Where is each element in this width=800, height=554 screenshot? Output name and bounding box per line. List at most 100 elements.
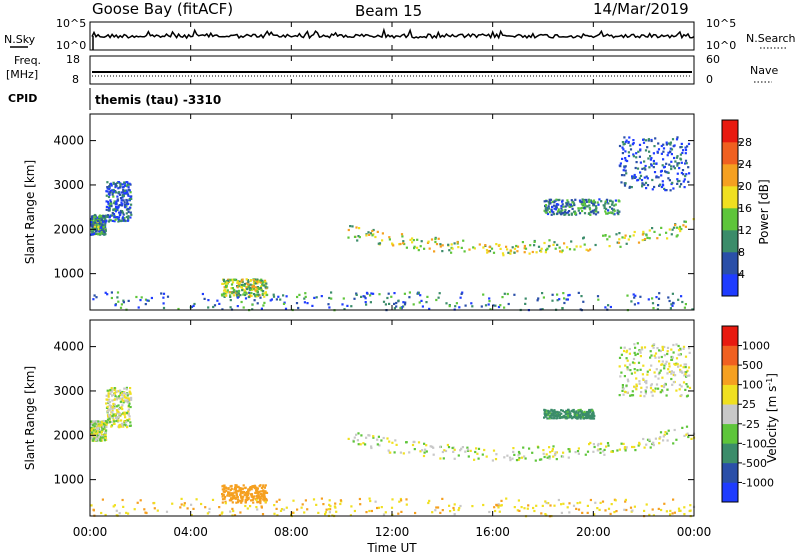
power-cell <box>685 173 688 176</box>
velocity-cell <box>672 442 675 445</box>
power-cell <box>471 305 474 308</box>
velocity-cell <box>225 489 228 492</box>
power-cell <box>277 295 280 298</box>
power-cell <box>395 305 398 308</box>
velocity-cell <box>572 416 575 419</box>
power-cell <box>545 206 548 209</box>
beam-title: Beam 15 <box>355 2 422 20</box>
power-cell <box>648 237 651 240</box>
power-cell <box>377 242 380 245</box>
power-cell <box>245 292 248 295</box>
power-cell <box>93 294 96 297</box>
power-cell <box>368 233 371 236</box>
velocity-cell <box>625 508 628 512</box>
velocity-cell <box>239 490 242 493</box>
power-cell <box>419 245 422 248</box>
power-cell <box>127 188 130 191</box>
velocity-cell <box>94 422 97 425</box>
power-cell <box>585 200 588 203</box>
velocity-cell <box>684 388 687 391</box>
power-cell <box>257 293 260 296</box>
velocity-cell <box>110 387 113 390</box>
velocity-ytick-label: 2000 <box>53 428 84 442</box>
velocity-cell <box>104 434 107 437</box>
power-cell <box>97 220 100 223</box>
velocity-cell <box>105 423 108 426</box>
power-cell <box>417 249 420 252</box>
velocity-cell <box>609 512 612 515</box>
power-cell <box>106 186 109 189</box>
velocity-cell <box>130 398 133 401</box>
velocity-cell <box>543 412 546 415</box>
power-cell <box>679 146 682 149</box>
velocity-y-label: Slant Range [km] <box>23 366 37 470</box>
velocity-cell <box>106 398 109 401</box>
power-cell <box>99 233 102 236</box>
power-cell <box>327 303 330 306</box>
power-cell <box>437 296 440 299</box>
power-cell <box>675 226 678 229</box>
velocity-cell <box>427 501 430 505</box>
velocity-cell <box>515 459 519 462</box>
velocity-cell <box>568 414 572 417</box>
power-cell <box>628 136 631 139</box>
velocity-cell <box>112 393 115 396</box>
power-cell <box>515 244 518 248</box>
velocity-cell <box>255 494 259 497</box>
power-cell <box>360 295 363 298</box>
velocity-cell <box>97 420 100 423</box>
power-cell <box>144 303 147 306</box>
velocity-cell <box>562 502 565 505</box>
power-cell <box>622 148 625 151</box>
power-cell <box>256 290 259 293</box>
velocity-cell <box>118 413 122 416</box>
velocity-cell <box>411 443 415 447</box>
velocity-cell <box>258 495 261 498</box>
velocity-cell <box>576 450 580 453</box>
velocity-cell <box>523 455 526 458</box>
power-cell <box>355 292 358 295</box>
power-cell <box>488 250 492 253</box>
power-cell <box>460 246 463 249</box>
power-cell <box>648 150 651 153</box>
power-cell <box>563 242 566 245</box>
power-cell <box>119 213 122 216</box>
power-cell <box>544 251 547 254</box>
velocity-cell <box>650 354 653 357</box>
velocity-cell <box>125 386 128 389</box>
velocity-cell <box>599 501 602 504</box>
power-cell <box>101 224 104 227</box>
power-cell <box>578 212 582 215</box>
power-cell <box>237 283 240 287</box>
power-cell <box>250 286 253 289</box>
power-cell <box>128 198 131 201</box>
velocity-cell <box>439 457 442 460</box>
power-ytick-label: 4000 <box>53 134 84 148</box>
power-cell <box>101 220 105 223</box>
power-cell <box>548 211 551 214</box>
power-cell <box>482 246 485 249</box>
velocity-cell <box>127 393 130 396</box>
velocity-cell <box>400 510 403 513</box>
velocity-cell <box>245 493 248 496</box>
power-cell <box>275 298 278 301</box>
velocity-cell <box>579 501 582 504</box>
power-cell <box>501 296 504 299</box>
power-cell <box>627 151 630 154</box>
velocity-cell <box>578 410 581 413</box>
power-cell <box>619 245 622 248</box>
power-cell <box>245 278 248 281</box>
velocity-cell <box>253 487 256 490</box>
velocity-cell <box>607 507 611 510</box>
power-colorbar-tick-label: 12 <box>738 224 752 237</box>
power-cell <box>489 308 492 311</box>
power-cell <box>106 187 109 190</box>
velocity-cell <box>577 415 580 418</box>
power-cell <box>90 223 93 226</box>
power-cell <box>669 150 672 154</box>
velocity-cell <box>683 513 686 516</box>
velocity-cell <box>540 512 543 515</box>
velocity-cell <box>688 351 691 354</box>
velocity-cell <box>315 503 318 506</box>
velocity-cell <box>688 509 691 513</box>
